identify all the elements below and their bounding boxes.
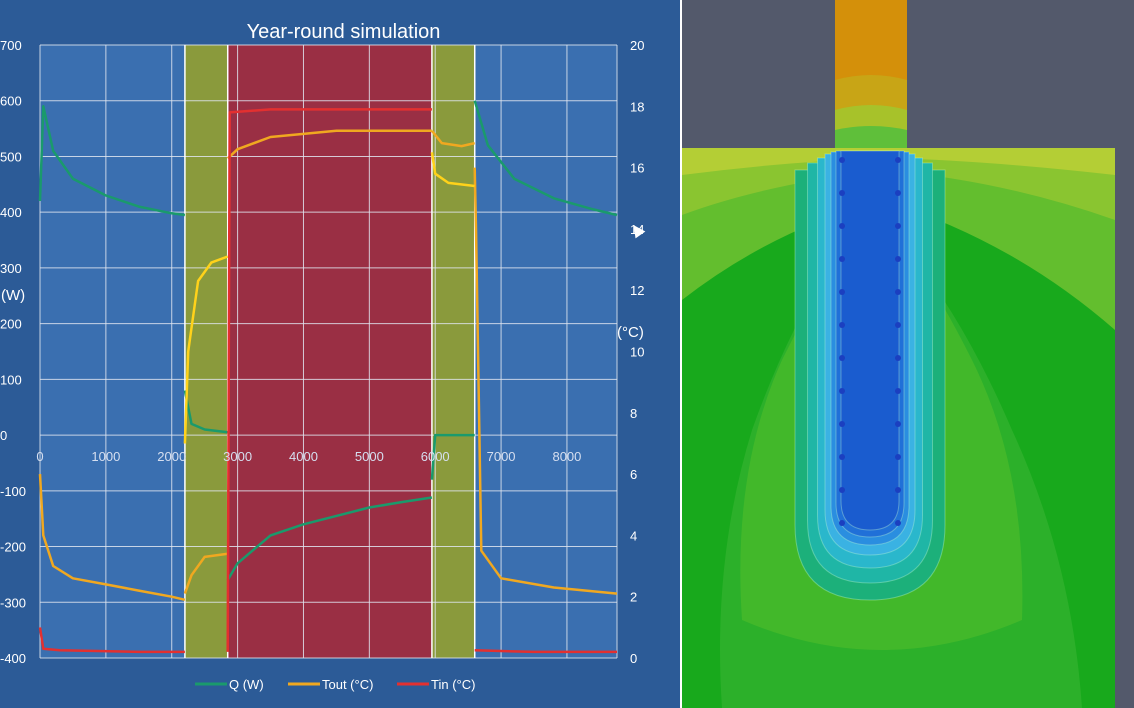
y-left-tick-label: -100 bbox=[0, 484, 26, 499]
series-line-1-2 bbox=[226, 129, 432, 160]
y-left-tick-label: 700 bbox=[0, 38, 22, 53]
borehole-node bbox=[895, 190, 901, 196]
borehole-node bbox=[895, 355, 901, 361]
series-line-2-0 bbox=[183, 255, 229, 444]
year-round-chart: Year-round simulation 700 600 500 400 300 200 1… bbox=[0, 0, 680, 708]
series-line-0-3 bbox=[430, 433, 475, 480]
y-left-axis-label: (W) bbox=[1, 287, 25, 304]
borehole-node bbox=[895, 454, 901, 460]
pipe-gradient bbox=[835, 126, 907, 148]
legend-label: Tout (°C) bbox=[322, 677, 373, 692]
x-tick-label: 0 bbox=[36, 449, 43, 464]
season-band-0 bbox=[40, 45, 185, 658]
y-left-tick-label: 600 bbox=[0, 94, 22, 109]
legend-label: Q (W) bbox=[229, 677, 264, 692]
y-right-tick-label: 14 bbox=[630, 222, 644, 237]
series-line-0-2 bbox=[226, 496, 433, 581]
borehole-node bbox=[895, 421, 901, 427]
x-tick-label: 2000 bbox=[157, 449, 186, 464]
borehole-node bbox=[895, 157, 901, 163]
borehole-node bbox=[839, 322, 845, 328]
x-tick-label: 8000 bbox=[552, 449, 581, 464]
borehole-node bbox=[895, 388, 901, 394]
temperature-contour-plot bbox=[682, 0, 1134, 708]
chart-svg: Year-round simulation7006005004003002001… bbox=[0, 0, 680, 708]
series-line-3-2 bbox=[474, 649, 617, 654]
y-right-tick-label: 8 bbox=[630, 406, 637, 421]
borehole-node bbox=[895, 487, 901, 493]
y-left-tick-label: -200 bbox=[0, 540, 26, 555]
borehole-node bbox=[839, 256, 845, 262]
y-left-tick-label: 0 bbox=[0, 428, 7, 443]
contour-svg bbox=[682, 0, 1115, 708]
season-band-1 bbox=[184, 45, 228, 658]
y-right-tick-label: 10 bbox=[630, 345, 644, 360]
y-right-tick-label: 4 bbox=[630, 528, 637, 543]
series-line-1-4 bbox=[473, 167, 618, 595]
y-left-tick-label: 500 bbox=[0, 149, 22, 164]
y-left-tick-label: 300 bbox=[0, 261, 22, 276]
borehole-node bbox=[839, 355, 845, 361]
series-line-0-4 bbox=[473, 100, 618, 217]
series-line-2-1 bbox=[430, 152, 475, 188]
y-left-tick-label: 400 bbox=[0, 205, 22, 220]
borehole-node bbox=[839, 157, 845, 163]
y-left-tick-label: -300 bbox=[0, 595, 26, 610]
series-line-0-1 bbox=[183, 390, 228, 434]
borehole-node bbox=[839, 520, 845, 526]
series-line-3-0 bbox=[38, 627, 185, 654]
y-right-tick-label: 0 bbox=[630, 651, 637, 666]
borehole-node bbox=[895, 223, 901, 229]
borehole-node bbox=[839, 388, 845, 394]
x-tick-label: 5000 bbox=[355, 449, 384, 464]
y-right-tick-label: 20 bbox=[630, 38, 644, 53]
x-tick-label: 7000 bbox=[487, 449, 516, 464]
contour-band bbox=[840, 150, 900, 531]
y-left-tick-label: 100 bbox=[0, 372, 22, 387]
y-left-tick-label: -400 bbox=[0, 651, 26, 666]
contour-band bbox=[682, 148, 1115, 330]
series-line-0-0 bbox=[38, 105, 186, 217]
borehole-node bbox=[895, 520, 901, 526]
season-band-4 bbox=[474, 45, 617, 658]
x-tick-label: 6000 bbox=[421, 449, 450, 464]
borehole-node bbox=[895, 256, 901, 262]
x-tick-label: 3000 bbox=[223, 449, 252, 464]
y-right-axis-label: (°C) bbox=[617, 324, 644, 341]
chart-title: Year-round simulation bbox=[247, 21, 441, 43]
borehole-node bbox=[839, 487, 845, 493]
series-line-1-0 bbox=[38, 474, 186, 602]
series-line-1-3 bbox=[430, 130, 475, 148]
y-right-tick-label: 2 bbox=[630, 590, 637, 605]
series-line-3-1 bbox=[226, 108, 432, 652]
borehole-node bbox=[895, 289, 901, 295]
season-band-2 bbox=[227, 45, 432, 658]
borehole-node bbox=[895, 322, 901, 328]
y-right-tick-label: 16 bbox=[630, 161, 644, 176]
y-right-tick-label: 6 bbox=[630, 467, 637, 482]
x-tick-label: 1000 bbox=[91, 449, 120, 464]
contour-band bbox=[682, 148, 1115, 175]
y-left-tick-label: 200 bbox=[0, 317, 22, 332]
season-band-3 bbox=[431, 45, 475, 658]
series-line-1-1 bbox=[183, 552, 228, 595]
y-right-tick-label: 12 bbox=[630, 283, 644, 298]
borehole-node bbox=[839, 223, 845, 229]
x-tick-label: 4000 bbox=[289, 449, 318, 464]
borehole-node bbox=[839, 454, 845, 460]
borehole-node bbox=[839, 421, 845, 427]
borehole-node bbox=[839, 289, 845, 295]
legend-label: Tin (°C) bbox=[431, 677, 475, 692]
contour-band bbox=[682, 148, 1115, 220]
y-right-tick-label: 18 bbox=[630, 99, 644, 114]
borehole-node bbox=[839, 190, 845, 196]
